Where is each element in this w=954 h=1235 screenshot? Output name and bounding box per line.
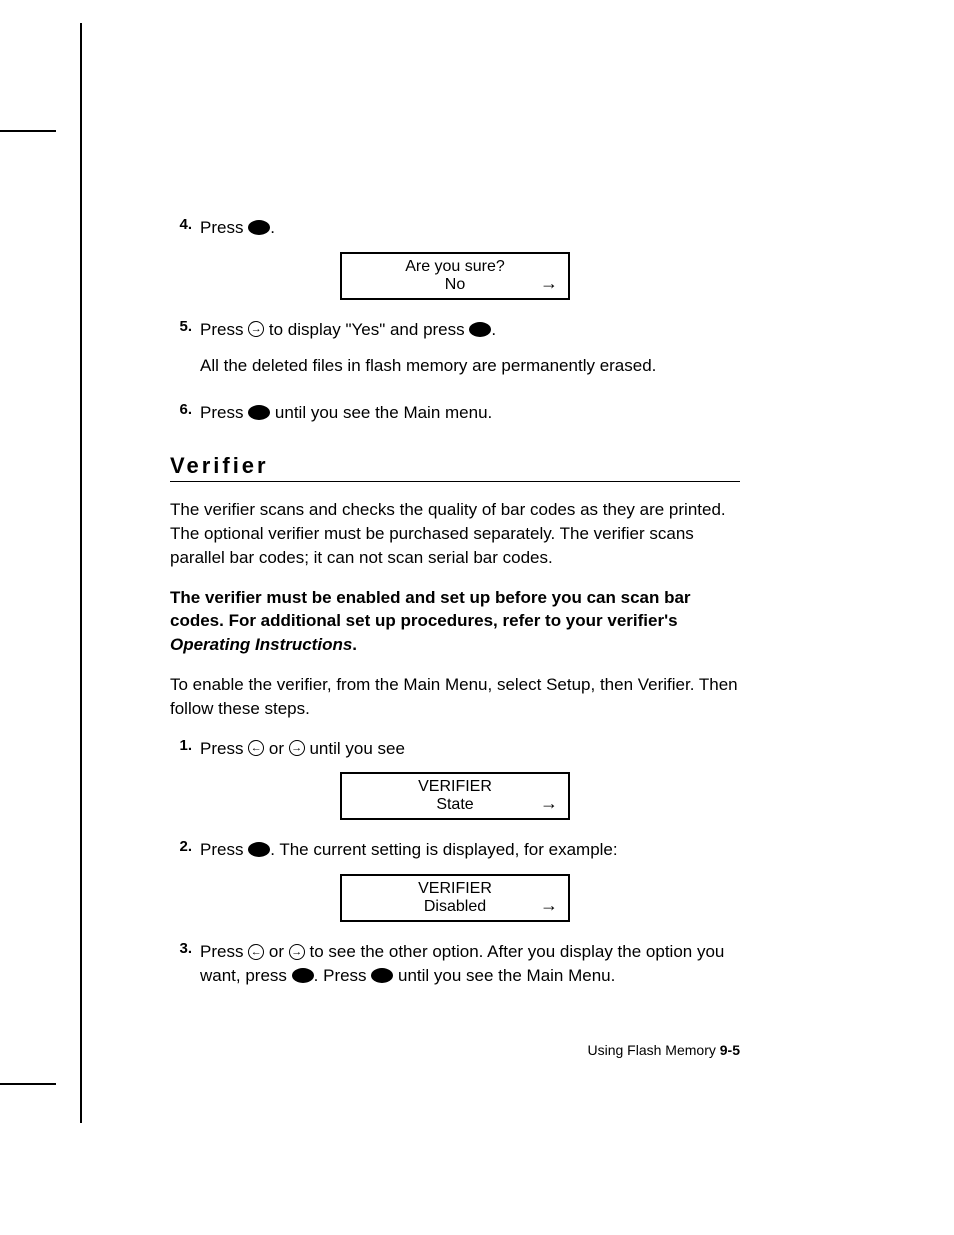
- display-line2: State: [352, 796, 558, 814]
- display-line1: Are you sure?: [352, 258, 558, 276]
- display-line2: No: [352, 276, 558, 294]
- step-b3: 3. Press ← or → to see the other option.…: [170, 940, 740, 988]
- crop-mark-vertical: [80, 23, 82, 1123]
- step-number: 4.: [170, 216, 200, 240]
- right-arrow-icon: →: [540, 895, 558, 916]
- step-6: 6. Press until you see the Main menu.: [170, 401, 740, 425]
- step-text: to display "Yes" and press: [264, 320, 469, 339]
- step-body: Press ← or → to see the other option. Af…: [200, 940, 740, 988]
- step-text: until you see the Main Menu.: [393, 966, 615, 985]
- section-heading-verifier: Verifier: [170, 453, 740, 482]
- step-number: 5.: [170, 318, 200, 390]
- left-nav-icon: ←: [248, 944, 264, 960]
- step-text: Press: [200, 218, 248, 237]
- step-body: Press until you see the Main menu.: [200, 401, 740, 425]
- crop-mark-h1: [0, 130, 56, 132]
- left-nav-icon: ←: [248, 740, 264, 756]
- step-text: Press: [200, 840, 248, 859]
- step-text: until you see: [305, 739, 405, 758]
- enter-button-icon: [248, 842, 270, 857]
- step-text: Press: [200, 403, 248, 422]
- para-warning: The verifier must be enabled and set up …: [170, 586, 740, 657]
- step-body: Press .: [200, 216, 740, 240]
- step-b1: 1. Press ← or → until you see: [170, 737, 740, 761]
- right-nav-icon: →: [289, 740, 305, 756]
- para-instructions: To enable the verifier, from the Main Me…: [170, 673, 740, 721]
- step-number: 6.: [170, 401, 200, 425]
- step-text: .: [270, 218, 275, 237]
- step-4: 4. Press .: [170, 216, 740, 240]
- step-b2: 2. Press . The current setting is displa…: [170, 838, 740, 862]
- step-number: 3.: [170, 940, 200, 988]
- lcd-display-verifier-disabled: VERIFIER Disabled →: [340, 874, 570, 922]
- footer-page-number: 9-5: [720, 1042, 740, 1058]
- crop-mark-h2: [0, 1083, 56, 1085]
- lcd-display-confirm: Are you sure? No →: [340, 252, 570, 300]
- footer-chapter: Using Flash Memory: [588, 1042, 720, 1058]
- step-body: Press ← or → until you see: [200, 737, 740, 761]
- enter-button-icon: [469, 322, 491, 337]
- step-text: Press: [200, 320, 248, 339]
- enter-button-icon: [371, 968, 393, 983]
- right-nav-icon: →: [248, 321, 264, 337]
- enter-button-icon: [248, 220, 270, 235]
- right-arrow-icon: →: [540, 273, 558, 294]
- step-body: Press . The current setting is displayed…: [200, 838, 740, 862]
- step-text: until you see the Main menu.: [270, 403, 492, 422]
- step-text: . Press: [314, 966, 372, 985]
- step-text: Press: [200, 942, 248, 961]
- display-line2: Disabled: [352, 898, 558, 916]
- step-text: or: [264, 739, 289, 758]
- right-nav-icon: →: [289, 944, 305, 960]
- step-text: . The current setting is displayed, for …: [270, 840, 617, 859]
- step-text: Press: [200, 739, 248, 758]
- step-follow-text: All the deleted files in flash memory ar…: [200, 354, 740, 378]
- lcd-display-verifier-state: VERIFIER State →: [340, 772, 570, 820]
- step-5: 5. Press → to display "Yes" and press . …: [170, 318, 740, 390]
- step-text: .: [491, 320, 496, 339]
- display-line1: VERIFIER: [352, 778, 558, 796]
- enter-button-icon: [292, 968, 314, 983]
- step-number: 2.: [170, 838, 200, 862]
- step-text: or: [264, 942, 289, 961]
- display-line1: VERIFIER: [352, 880, 558, 898]
- para-intro: The verifier scans and checks the qualit…: [170, 498, 740, 569]
- warning-text-italic: Operating Instructions: [170, 635, 352, 654]
- page-content: 4. Press . Are you sure? No → 5. Press →…: [170, 216, 740, 1000]
- right-arrow-icon: →: [540, 793, 558, 814]
- page-footer: Using Flash Memory 9-5: [588, 1042, 741, 1058]
- step-number: 1.: [170, 737, 200, 761]
- enter-button-icon: [248, 405, 270, 420]
- warning-text-a: The verifier must be enabled and set up …: [170, 588, 691, 631]
- step-body: Press → to display "Yes" and press . All…: [200, 318, 740, 390]
- warning-text-c: .: [352, 635, 357, 654]
